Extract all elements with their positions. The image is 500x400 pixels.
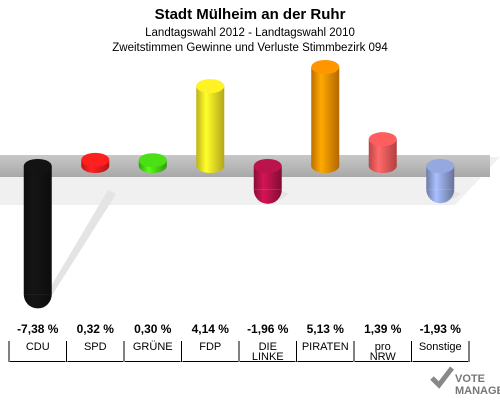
- category-label: FDP: [199, 341, 221, 353]
- value-label: -1,93 %: [420, 322, 462, 336]
- bar-grüne: [138, 153, 167, 173]
- category-label: DIE: [259, 341, 277, 353]
- bar-die: [253, 159, 282, 204]
- vote-manager-logo: VOTE MANAGER: [430, 366, 500, 397]
- bar-shadows: [37, 190, 461, 309]
- bar-pro: [368, 132, 397, 173]
- value-labels: -7,38 % 0,32 % 0,30 % 4,14 % -1,96 % 5,13 % 1,…: [17, 322, 461, 336]
- value-label: 1,39 %: [364, 322, 402, 336]
- bar-shadow: [37, 190, 117, 309]
- logo-text-vote: VOTE: [455, 373, 485, 385]
- value-label: 0,32 %: [77, 322, 115, 336]
- category-label: SPD: [84, 341, 107, 353]
- zero-band: [0, 155, 490, 177]
- category-label: Sonstige: [419, 341, 462, 353]
- category-label-line2: LINKE: [252, 351, 284, 363]
- category-label: CDU: [26, 341, 50, 353]
- bar-cdu: [23, 159, 52, 309]
- value-label: -1,96 %: [247, 322, 289, 336]
- bar-sonstige: [426, 159, 455, 204]
- chart-subtitle-1: Landtagswahl 2012 - Landtagswahl 2010: [145, 27, 355, 39]
- category-label: PIRATEN: [302, 341, 349, 353]
- chart-title: Stadt Mülheim an der Ruhr: [155, 6, 346, 23]
- category-label: pro: [375, 341, 391, 353]
- bars: [23, 59, 455, 309]
- value-label: -7,38 %: [17, 322, 59, 336]
- bar-fdp: [196, 79, 225, 173]
- value-label: 0,30 %: [134, 322, 172, 336]
- category-label-line2: NRW: [370, 351, 397, 363]
- category-label: GRÜNE: [133, 341, 173, 353]
- chart-subtitle-2: Zweitstimmen Gewinne und Verluste Stimmb…: [112, 42, 388, 54]
- checkmark-icon: [430, 366, 454, 389]
- value-label: 5,13 %: [307, 322, 345, 336]
- logo-text-manager: MANAGER: [455, 385, 500, 397]
- bar-piraten: [311, 59, 340, 173]
- bar-spd: [81, 152, 110, 173]
- value-label: 4,14 %: [192, 322, 230, 336]
